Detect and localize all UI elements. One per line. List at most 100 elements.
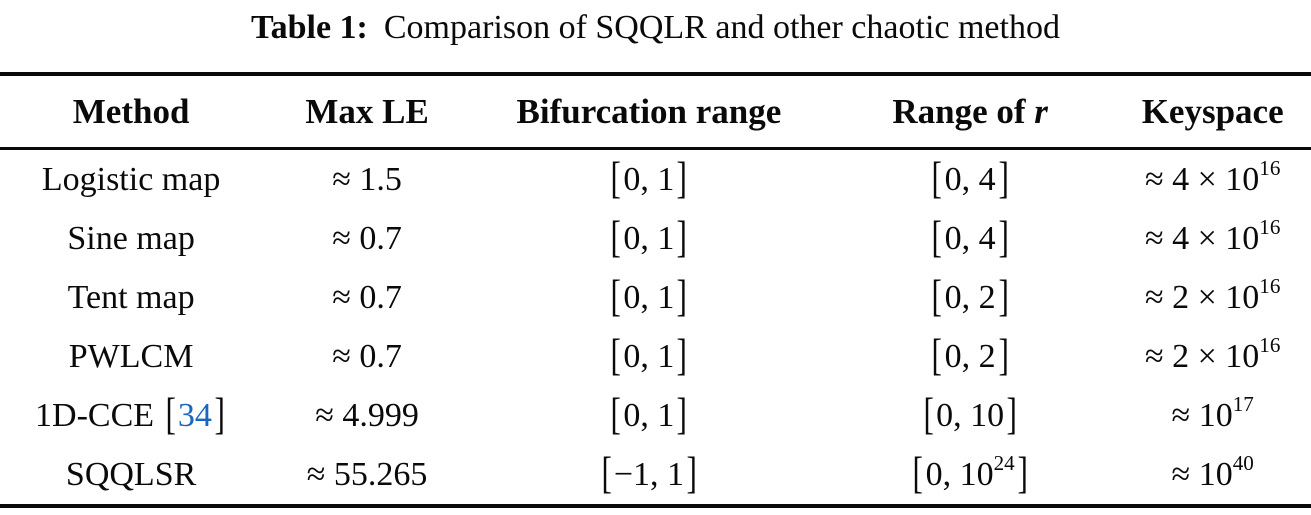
text-segment: [ (912, 448, 924, 498)
text-segment: 0, 1 (623, 219, 675, 257)
table-cell: ≈ 1017 (1114, 386, 1311, 445)
text-segment: [ (610, 153, 621, 203)
table-cell: ≈ 1.5 (262, 149, 472, 210)
text-segment: Max LE (305, 91, 429, 131)
table-cell: ≈ 2 × 1016 (1114, 327, 1311, 386)
superscript: 16 (1259, 214, 1281, 239)
superscript: 17 (1232, 391, 1254, 416)
table-cell: [0, 1] (472, 327, 826, 386)
text-segment: ] (214, 389, 225, 439)
table-cell: [0, 4] (826, 209, 1114, 268)
text-segment: SQQLSR (65, 455, 197, 493)
column-header: Keyspace (1114, 74, 1311, 150)
text-segment: [ (164, 389, 176, 439)
text-segment: [ (931, 153, 943, 203)
text-segment: [ (610, 271, 621, 321)
text-segment: ] (998, 271, 1009, 321)
text-segment: ≈ 1.5 (332, 160, 402, 198)
text-segment: Logistic map (41, 160, 221, 198)
column-header: Method (0, 74, 263, 150)
table-caption-text: Comparison of SQQLR and other chaotic me… (383, 9, 1060, 46)
text-segment: ≈ 0.7 (332, 219, 402, 257)
table-cell: ≈ 4 × 1016 (1114, 149, 1311, 210)
text-segment: ≈ 0.7 (332, 337, 402, 375)
text-segment: 0, 4 (944, 219, 996, 257)
table-cell: [0, 10] (826, 386, 1114, 445)
table-cell: [0, 1] (472, 149, 826, 210)
superscript: 40 (1232, 450, 1254, 475)
text-segment: Range of (892, 91, 1035, 131)
table-cell: ≈ 0.7 (262, 327, 472, 386)
table-row: SQQLSR ≈ 55.265 [−1, 1] [0, 1024] ≈ 1040 (0, 445, 1311, 506)
text-segment: 0, 1 (623, 160, 675, 198)
column-header: Max LE (262, 74, 472, 150)
text-segment: 0, 4 (944, 160, 996, 198)
table-cell: Sine map (0, 209, 262, 268)
text-segment: [ (610, 212, 621, 262)
table-header-row: Method Max LE Bifurcation range Range of r K… (0, 74, 1311, 150)
superscript: 24 (993, 450, 1015, 475)
text-segment: ≈ 4 × 10 (1144, 160, 1260, 198)
text-segment: [ (931, 330, 943, 380)
text-segment: Keyspace (1141, 91, 1284, 131)
table-row: 1D-CCE [34] ≈ 4.999 [0, 1] [0, 10] ≈ 1017 (0, 386, 1311, 445)
table-cell: [0, 1] (472, 209, 826, 268)
text-segment: r (1034, 91, 1048, 131)
text-segment: ] (1017, 448, 1028, 498)
table-cell: ≈ 4.999 (262, 386, 472, 445)
text-segment: ≈ 2 × 10 (1144, 337, 1260, 375)
text-segment: 0, 2 (944, 278, 996, 316)
text-segment: PWLCM (68, 337, 194, 375)
text-segment: ≈ 2 × 10 (1144, 278, 1260, 316)
table-cell: ≈ 2 × 1016 (1114, 268, 1311, 327)
text-segment: ≈ 10 (1171, 455, 1233, 493)
text-segment: ] (998, 212, 1009, 262)
text-segment: ] (676, 330, 688, 380)
text-segment: ≈ 55.265 (306, 455, 428, 493)
text-segment: −1, 1 (613, 455, 685, 493)
text-segment: ≈ 0.7 (332, 278, 402, 316)
superscript: 16 (1259, 155, 1281, 180)
table-cell: ≈ 4 × 1016 (1114, 209, 1311, 268)
table-cell: ≈ 0.7 (262, 209, 472, 268)
text-segment: [ (610, 389, 621, 439)
text-segment: 0, 10 (936, 396, 1005, 434)
table-row: Tent map ≈ 0.7 [0, 1] [0, 2] ≈ 2 × 1016 (0, 268, 1311, 327)
table-cell: [0, 4] (826, 149, 1114, 210)
text-segment: [ (923, 389, 934, 439)
table-cell: [0, 2] (826, 268, 1114, 327)
text-segment: ] (998, 153, 1009, 203)
table-cell: 1D-CCE [34] (0, 386, 262, 445)
table-row: Logistic map ≈ 1.5 [0, 1] [0, 4] ≈ 4 × 1016 (0, 149, 1311, 210)
table-cell: [0, 1] (472, 386, 826, 445)
text-segment: 1D-CCE (35, 396, 163, 434)
text-segment: ] (998, 330, 1009, 380)
text-segment: [ (931, 212, 943, 262)
table-cell: [−1, 1] (472, 445, 826, 506)
comparison-table: Method Max LE Bifurcation range Range of r K… (0, 72, 1311, 508)
text-segment: ≈ 4 × 10 (1144, 219, 1260, 257)
superscript: 16 (1259, 332, 1281, 357)
text-segment: ] (1006, 389, 1017, 439)
table-cell: SQQLSR (0, 445, 262, 506)
table-cell: [0, 1024] (826, 445, 1114, 506)
table-cell: ≈ 0.7 (262, 268, 472, 327)
table-cell: Tent map (0, 268, 262, 327)
column-header: Bifurcation range (471, 74, 826, 150)
text-segment: ] (676, 271, 688, 321)
text-segment: ] (676, 153, 688, 203)
table-caption-label: Table 1: (251, 9, 368, 46)
citation-link[interactable]: 34 (177, 396, 212, 434)
text-segment: [ (600, 448, 612, 498)
text-segment: 0, 1 (623, 337, 675, 375)
text-segment: Tent map (67, 278, 195, 316)
text-segment: ≈ 4.999 (315, 396, 419, 434)
table-cell: [0, 1] (472, 268, 826, 327)
text-segment: ≈ 10 (1171, 396, 1233, 434)
table-cell: PWLCM (0, 327, 262, 386)
text-segment: 0, 10 (925, 455, 994, 493)
text-segment: 0, 1 (623, 396, 675, 434)
table-caption: Table 1: Comparison of SQQLR and other ch… (0, 0, 1311, 72)
superscript: 16 (1259, 273, 1281, 298)
text-segment: Bifurcation range (516, 91, 782, 131)
